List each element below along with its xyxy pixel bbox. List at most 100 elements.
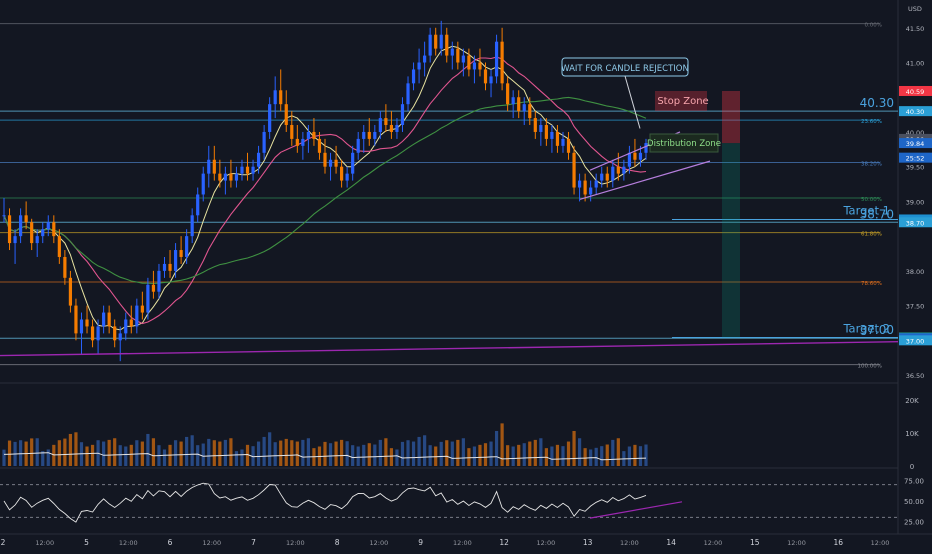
axes[interactable]: 20K 10K 0 75.00 50.00 25.00 USD 41.50 41.00 40.00… bbox=[1, 5, 932, 547]
volume-bar bbox=[63, 438, 67, 466]
volume-bar bbox=[151, 438, 156, 466]
volume-bar bbox=[456, 439, 460, 466]
candle-body bbox=[74, 305, 78, 334]
price-tag: 25:52 bbox=[906, 155, 925, 163]
candle-body bbox=[229, 173, 233, 181]
volume-bar bbox=[328, 443, 333, 466]
volume-bar bbox=[102, 441, 106, 466]
volume-bar bbox=[644, 444, 648, 466]
volume-bar bbox=[611, 439, 615, 466]
volume-bar bbox=[234, 451, 239, 466]
candles bbox=[2, 20, 648, 362]
candle-body bbox=[539, 125, 543, 132]
price-tag-bg bbox=[899, 138, 932, 149]
candle-body bbox=[489, 76, 493, 84]
candle-body bbox=[472, 62, 477, 70]
fib-level-label: 38.20% bbox=[861, 162, 882, 168]
volume-bar bbox=[517, 444, 521, 466]
candle-body bbox=[583, 180, 587, 195]
volume-bar bbox=[190, 435, 194, 466]
candle-body bbox=[506, 83, 510, 105]
key-level-label: 38.70 bbox=[860, 207, 894, 221]
volume-bar bbox=[306, 438, 310, 466]
volume-bar bbox=[229, 438, 233, 466]
candle-body bbox=[533, 118, 537, 132]
candle-body bbox=[234, 173, 239, 181]
time-axis-label: 12:00 bbox=[35, 539, 54, 547]
candle-body bbox=[605, 173, 609, 181]
volume-bar bbox=[483, 443, 488, 466]
candle-body bbox=[212, 159, 216, 174]
candle-body bbox=[389, 125, 394, 132]
stop-zone-label: Stop Zone bbox=[657, 96, 708, 107]
volume-bar bbox=[30, 438, 34, 466]
volume-bar bbox=[351, 445, 355, 466]
candle-body bbox=[151, 284, 156, 292]
volume-bar bbox=[566, 441, 571, 466]
price-axis-tick: 41.00 bbox=[906, 60, 925, 68]
candle-body bbox=[35, 236, 39, 244]
rsi-tick: 25.00 bbox=[904, 518, 924, 526]
volume-bar bbox=[46, 449, 50, 466]
distribution-zone-box bbox=[649, 133, 719, 153]
candle-body bbox=[312, 131, 316, 139]
candle-body bbox=[323, 152, 327, 167]
candle-body bbox=[378, 118, 382, 132]
key-level-label: 37.00 bbox=[860, 323, 894, 337]
volume-bar bbox=[561, 446, 565, 466]
volume-bar bbox=[406, 440, 410, 466]
volume-bar bbox=[301, 439, 305, 466]
candle-body bbox=[24, 215, 28, 223]
time-axis-label: 7 bbox=[251, 538, 256, 547]
candle-body bbox=[367, 131, 371, 139]
volume-bar bbox=[345, 441, 349, 466]
candle-body bbox=[611, 166, 615, 181]
position-layer bbox=[655, 90, 740, 338]
candle-body bbox=[7, 215, 12, 244]
price-tag-bg bbox=[899, 85, 932, 96]
candle-body bbox=[107, 312, 111, 327]
candle-body bbox=[190, 215, 194, 237]
candle-body bbox=[483, 69, 488, 84]
candle-body bbox=[185, 236, 189, 257]
rsi-tick: 75.00 bbox=[904, 478, 924, 486]
candle-body bbox=[146, 284, 150, 313]
time-axis-label: 8 bbox=[335, 538, 340, 547]
candle-body bbox=[511, 97, 515, 105]
candle-body bbox=[572, 152, 576, 188]
candle-body bbox=[450, 48, 454, 56]
candle-body bbox=[256, 152, 261, 167]
candle-body bbox=[555, 131, 560, 146]
volume-bar bbox=[273, 442, 277, 466]
candle-body bbox=[2, 215, 6, 217]
candle-body bbox=[301, 138, 305, 146]
time-axis-label: 12:00 bbox=[202, 539, 221, 547]
candle-body bbox=[90, 326, 95, 341]
price-axis-unit: USD bbox=[908, 5, 922, 13]
volume-bar bbox=[262, 436, 266, 466]
price-tag: 40.30 bbox=[906, 108, 925, 116]
volume-bar bbox=[500, 423, 504, 466]
stop-zone-label-bg bbox=[655, 90, 707, 111]
volume-bar bbox=[389, 448, 394, 466]
candle-body bbox=[19, 215, 23, 237]
volume-bar bbox=[340, 439, 344, 466]
volume-bar bbox=[41, 451, 45, 466]
volume-bar bbox=[245, 444, 250, 466]
volume-bar bbox=[113, 438, 117, 466]
candle-body bbox=[522, 104, 526, 112]
candle-body bbox=[113, 326, 117, 341]
rsi-pane bbox=[0, 482, 898, 523]
candle-body bbox=[373, 131, 377, 139]
candle-body bbox=[345, 173, 349, 181]
candle-body bbox=[400, 104, 405, 126]
candle-body bbox=[406, 83, 410, 105]
volume-bar bbox=[378, 439, 382, 466]
volume-bar bbox=[146, 433, 150, 466]
time-axis-label: 15 bbox=[750, 538, 760, 547]
volume-bar bbox=[489, 441, 493, 466]
candle-body bbox=[102, 312, 106, 327]
candle-body bbox=[423, 55, 427, 63]
candle-body bbox=[290, 125, 294, 139]
volume-bar bbox=[506, 445, 510, 466]
